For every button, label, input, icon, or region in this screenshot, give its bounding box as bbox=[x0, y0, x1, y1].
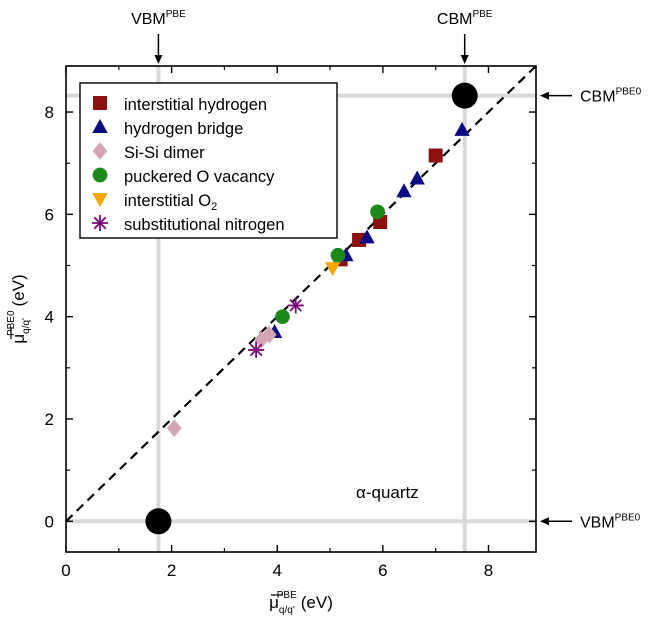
x-axis-label-main: μ bbox=[269, 593, 279, 612]
x-tick-label: 6 bbox=[378, 561, 387, 580]
x-axis-label-unit: (eV) bbox=[301, 593, 333, 612]
si-si-dimer-point bbox=[166, 419, 182, 437]
legend-marker-hydrogen-bridge bbox=[92, 118, 108, 133]
y-axis-label-sub: q/q' bbox=[21, 318, 32, 334]
puckered-o-vacancy-point bbox=[370, 204, 385, 220]
cbm-pbe-arrowhead bbox=[460, 55, 469, 64]
puckered-o-vacancy-point bbox=[330, 247, 346, 263]
legend-marker-interstitial-o2 bbox=[92, 193, 108, 208]
legend-marker-puckered-o-vacancy bbox=[92, 167, 108, 183]
vbm-pbe-label: VBMPBE bbox=[131, 9, 186, 28]
vbm-pbe0-label-main: VBM bbox=[580, 514, 615, 531]
interstitial-hydrogen-point bbox=[352, 232, 367, 247]
cbm-pbe0-label-main: CBM bbox=[580, 89, 616, 106]
y-axis-label-unit: (eV) bbox=[9, 274, 28, 306]
hydrogen-bridge-point bbox=[454, 121, 470, 136]
legend-label-interstitial-hydrogen: interstitial hydrogen bbox=[124, 96, 267, 114]
cbm-band-edge-marker bbox=[451, 82, 478, 109]
x-tick-label: 8 bbox=[484, 561, 493, 580]
hydrogen-bridge-point bbox=[409, 170, 425, 185]
y-tick-label: 0 bbox=[45, 512, 54, 531]
cbm-pbe0-arrowhead bbox=[540, 91, 549, 100]
legend-marker-substitutional-nitrogen bbox=[91, 214, 109, 232]
legend-label-interstitial-o2: interstitial O2 bbox=[124, 192, 217, 213]
x-axis-ticks: 0 2 4 6 8 bbox=[61, 66, 493, 580]
asterisk-stroke bbox=[93, 216, 107, 230]
y-axis-label-main: μ bbox=[9, 334, 28, 344]
si-si-dimer-point bbox=[261, 325, 277, 344]
legend-label-si-si-dimer: Si-Si dimer bbox=[124, 144, 205, 162]
substitutional-nitrogen-point bbox=[248, 341, 265, 358]
cbm-pbe-label-main: CBM bbox=[437, 11, 473, 28]
asterisk-stroke bbox=[249, 343, 263, 357]
legend-label-puckered-o-vacancy: puckered O vacancy bbox=[124, 168, 275, 186]
legend-marker-si-si-dimer bbox=[92, 142, 108, 160]
si-si-dimer-point bbox=[254, 330, 269, 349]
legend-marker-interstitial-hydrogen bbox=[93, 96, 107, 110]
y-axis-label-sup: PBE0 bbox=[6, 310, 17, 336]
x-tick-label: 4 bbox=[273, 561, 282, 580]
hydrogen-bridge-point bbox=[359, 229, 375, 244]
vbm-pbe0-label-sup: PBE0 bbox=[615, 512, 641, 523]
cbm-pbe-label-sup: PBE bbox=[472, 9, 492, 20]
vbm-pbe-arrowhead bbox=[154, 55, 163, 64]
interstitial-hydrogen-point bbox=[428, 148, 443, 163]
substitutional-nitrogen-point bbox=[287, 297, 304, 314]
vbm-pbe0-arrowhead bbox=[540, 517, 549, 526]
asterisk-stroke bbox=[289, 299, 303, 312]
legend: interstitial hydrogen hydrogen bridge Si-S… bbox=[79, 82, 338, 239]
plot-frame bbox=[65, 65, 537, 553]
legend-box bbox=[79, 82, 338, 239]
cbm-pbe0-label-sup: PBE0 bbox=[616, 87, 642, 98]
data-points bbox=[166, 121, 470, 437]
identity-fit-line bbox=[65, 65, 537, 523]
vbm-pbe-label-sup: PBE bbox=[166, 9, 186, 20]
x-axis-label-sub: q/q' bbox=[279, 605, 295, 616]
vbm-pbe0-label: VBMPBE0 bbox=[580, 512, 641, 531]
y-tick-label: 4 bbox=[45, 308, 54, 327]
cbm-pbe0-label: CBMPBE0 bbox=[580, 87, 642, 106]
legend-label-substitutional-nitrogen: substitutional nitrogen bbox=[124, 216, 285, 234]
puckered-o-vacancy-point bbox=[275, 309, 290, 325]
vbm-pbe-label-main: VBM bbox=[131, 11, 166, 28]
y-tick-label: 8 bbox=[45, 103, 54, 122]
cbm-pbe-label: CBMPBE bbox=[437, 9, 493, 28]
x-axis-label-sup: PBE bbox=[277, 590, 297, 601]
hydrogen-bridge-point bbox=[396, 183, 412, 198]
y-axis-label: μq/q' PBE0 (eV) bbox=[6, 274, 32, 343]
legend-label-hydrogen-bridge: hydrogen bridge bbox=[124, 120, 243, 138]
vbm-band-edge-marker bbox=[145, 508, 172, 535]
y-tick-label: 6 bbox=[45, 205, 54, 224]
band-edge-markers bbox=[145, 82, 478, 535]
legend-label-main: interstitial O bbox=[124, 192, 211, 210]
y-axis-ticks: 0 2 4 6 8 bbox=[45, 103, 536, 531]
x-tick-label: 2 bbox=[167, 561, 176, 580]
x-axis-label: μq/q' PBE (eV) bbox=[269, 590, 333, 616]
interstitial-o2-point bbox=[324, 262, 341, 277]
x-tick-label: 0 bbox=[61, 561, 70, 580]
y-tick-label: 2 bbox=[45, 410, 54, 429]
alpha-quartz-annotation: α-quartz bbox=[356, 483, 419, 502]
legend-label-sub: 2 bbox=[211, 201, 217, 213]
